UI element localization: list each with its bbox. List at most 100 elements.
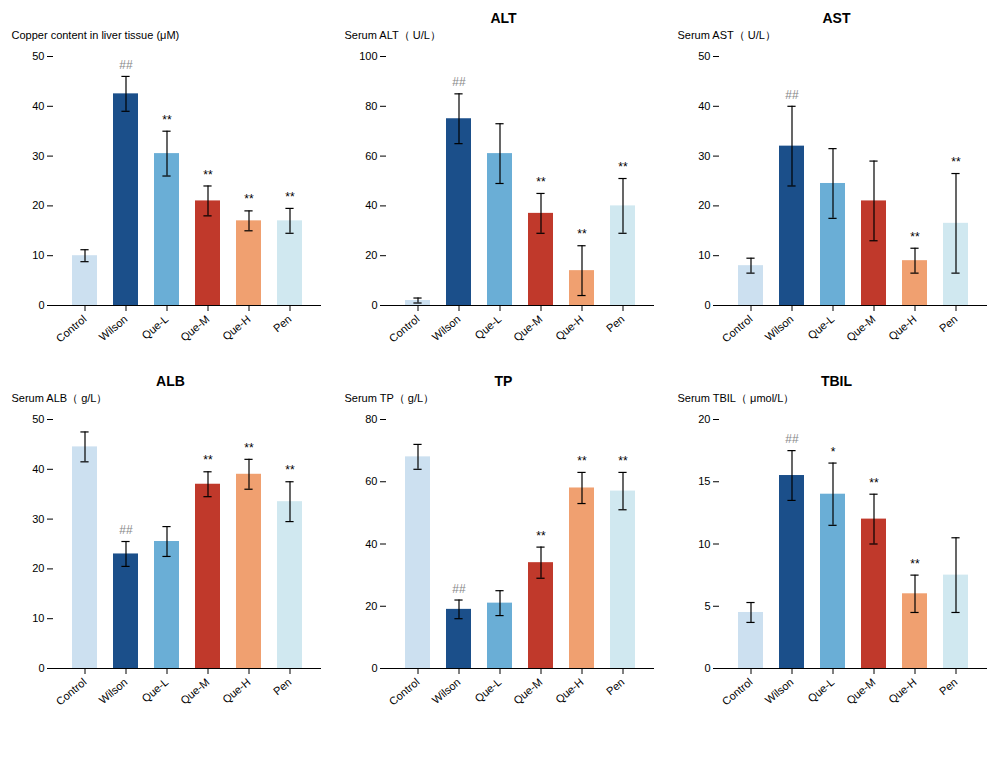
- svg-text:10: 10: [698, 249, 710, 261]
- svg-text:40: 40: [698, 100, 710, 112]
- svg-text:Wilson: Wilson: [97, 676, 130, 706]
- svg-text:Pen: Pen: [271, 313, 294, 335]
- svg-text:Serum TP（ g/L）: Serum TP（ g/L）: [345, 392, 435, 404]
- svg-text:Wilson: Wilson: [97, 313, 130, 343]
- svg-text:80: 80: [365, 100, 377, 112]
- svg-text:**: **: [577, 454, 587, 468]
- svg-text:Que-L: Que-L: [139, 313, 170, 342]
- svg-text:Control: Control: [54, 313, 89, 345]
- svg-text:0: 0: [38, 662, 44, 674]
- svg-text:Que-M: Que-M: [178, 313, 211, 344]
- svg-text:**: **: [536, 175, 546, 189]
- svg-text:40: 40: [365, 199, 377, 211]
- svg-text:Copper content in liver tissue: Copper content in liver tissue (μM): [12, 29, 180, 41]
- svg-text:Que-M: Que-M: [844, 676, 877, 707]
- svg-text:40: 40: [365, 538, 377, 550]
- svg-text:Serum ALB（ g/L）: Serum ALB（ g/L）: [12, 392, 108, 404]
- svg-text:**: **: [536, 529, 546, 543]
- svg-text:10: 10: [698, 538, 710, 550]
- svg-text:Que-L: Que-L: [139, 676, 170, 705]
- svg-text:0: 0: [371, 662, 377, 674]
- svg-text:Que-L: Que-L: [805, 676, 836, 705]
- svg-text:Que-H: Que-H: [220, 313, 253, 343]
- svg-text:Wilson: Wilson: [430, 313, 463, 343]
- svg-text:**: **: [618, 160, 628, 174]
- svg-text:30: 30: [698, 150, 710, 162]
- svg-text:50: 50: [698, 50, 710, 62]
- svg-text:0: 0: [704, 299, 710, 311]
- svg-text:Pen: Pen: [937, 676, 960, 698]
- svg-text:10: 10: [32, 612, 44, 624]
- svg-text:0: 0: [371, 299, 377, 311]
- svg-text:20: 20: [365, 249, 377, 261]
- svg-text:Que-M: Que-M: [511, 676, 544, 707]
- svg-text:##: ##: [785, 88, 799, 102]
- svg-text:100: 100: [359, 50, 377, 62]
- svg-text:Que-M: Que-M: [511, 313, 544, 344]
- svg-text:Que-H: Que-H: [553, 676, 586, 706]
- svg-text:30: 30: [32, 150, 44, 162]
- svg-text:Que-L: Que-L: [472, 313, 503, 342]
- svg-text:80: 80: [365, 413, 377, 425]
- svg-text:**: **: [285, 463, 295, 477]
- svg-text:20: 20: [32, 562, 44, 574]
- svg-text:**: **: [285, 190, 295, 204]
- svg-text:**: **: [244, 441, 254, 455]
- svg-text:Pen: Pen: [937, 313, 960, 335]
- svg-text:Que-L: Que-L: [805, 313, 836, 342]
- svg-text:60: 60: [365, 150, 377, 162]
- svg-text:40: 40: [32, 463, 44, 475]
- svg-text:0: 0: [38, 299, 44, 311]
- svg-text:Serum TBIL（ μmol/L）: Serum TBIL（ μmol/L）: [678, 392, 795, 404]
- svg-text:##: ##: [452, 75, 466, 89]
- svg-text:Control: Control: [387, 313, 422, 345]
- svg-text:20: 20: [698, 199, 710, 211]
- svg-text:60: 60: [365, 475, 377, 487]
- svg-text:Wilson: Wilson: [763, 676, 796, 706]
- svg-text:*: *: [831, 445, 836, 459]
- svg-text:10: 10: [32, 249, 44, 261]
- svg-text:**: **: [203, 168, 213, 182]
- svg-text:**: **: [910, 557, 920, 571]
- svg-text:**: **: [910, 230, 920, 244]
- svg-text:40: 40: [32, 100, 44, 112]
- svg-text:20: 20: [32, 199, 44, 211]
- svg-text:Control: Control: [54, 676, 89, 708]
- svg-text:Wilson: Wilson: [430, 676, 463, 706]
- svg-text:**: **: [162, 113, 172, 127]
- svg-text:**: **: [869, 476, 879, 490]
- svg-text:0: 0: [704, 662, 710, 674]
- svg-text:**: **: [951, 155, 961, 169]
- svg-text:##: ##: [452, 582, 466, 596]
- svg-text:##: ##: [119, 58, 133, 72]
- svg-text:Serum AST（ U/L）: Serum AST（ U/L）: [678, 29, 776, 41]
- svg-text:Que-H: Que-H: [886, 676, 919, 706]
- svg-text:5: 5: [704, 600, 710, 612]
- svg-text:Pen: Pen: [271, 676, 294, 698]
- svg-text:Control: Control: [720, 313, 755, 345]
- svg-text:**: **: [244, 192, 254, 206]
- svg-text:##: ##: [785, 432, 799, 446]
- svg-text:Que-H: Que-H: [886, 313, 919, 343]
- svg-text:Serum ALT（ U/L）: Serum ALT（ U/L）: [345, 29, 441, 41]
- svg-text:Que-M: Que-M: [844, 313, 877, 344]
- svg-text:30: 30: [32, 513, 44, 525]
- svg-text:20: 20: [698, 413, 710, 425]
- svg-text:##: ##: [119, 523, 133, 537]
- svg-text:Control: Control: [720, 676, 755, 708]
- svg-text:Que-H: Que-H: [220, 676, 253, 706]
- svg-text:Que-H: Que-H: [553, 313, 586, 343]
- svg-text:15: 15: [698, 475, 710, 487]
- svg-text:Que-M: Que-M: [178, 676, 211, 707]
- svg-text:50: 50: [32, 50, 44, 62]
- svg-text:Que-L: Que-L: [472, 676, 503, 705]
- svg-text:50: 50: [32, 413, 44, 425]
- svg-text:Pen: Pen: [604, 676, 627, 698]
- svg-text:Wilson: Wilson: [763, 313, 796, 343]
- svg-text:**: **: [618, 454, 628, 468]
- svg-text:Pen: Pen: [604, 313, 627, 335]
- svg-text:**: **: [577, 227, 587, 241]
- svg-text:**: **: [203, 453, 213, 467]
- svg-text:Control: Control: [387, 676, 422, 708]
- svg-text:20: 20: [365, 600, 377, 612]
